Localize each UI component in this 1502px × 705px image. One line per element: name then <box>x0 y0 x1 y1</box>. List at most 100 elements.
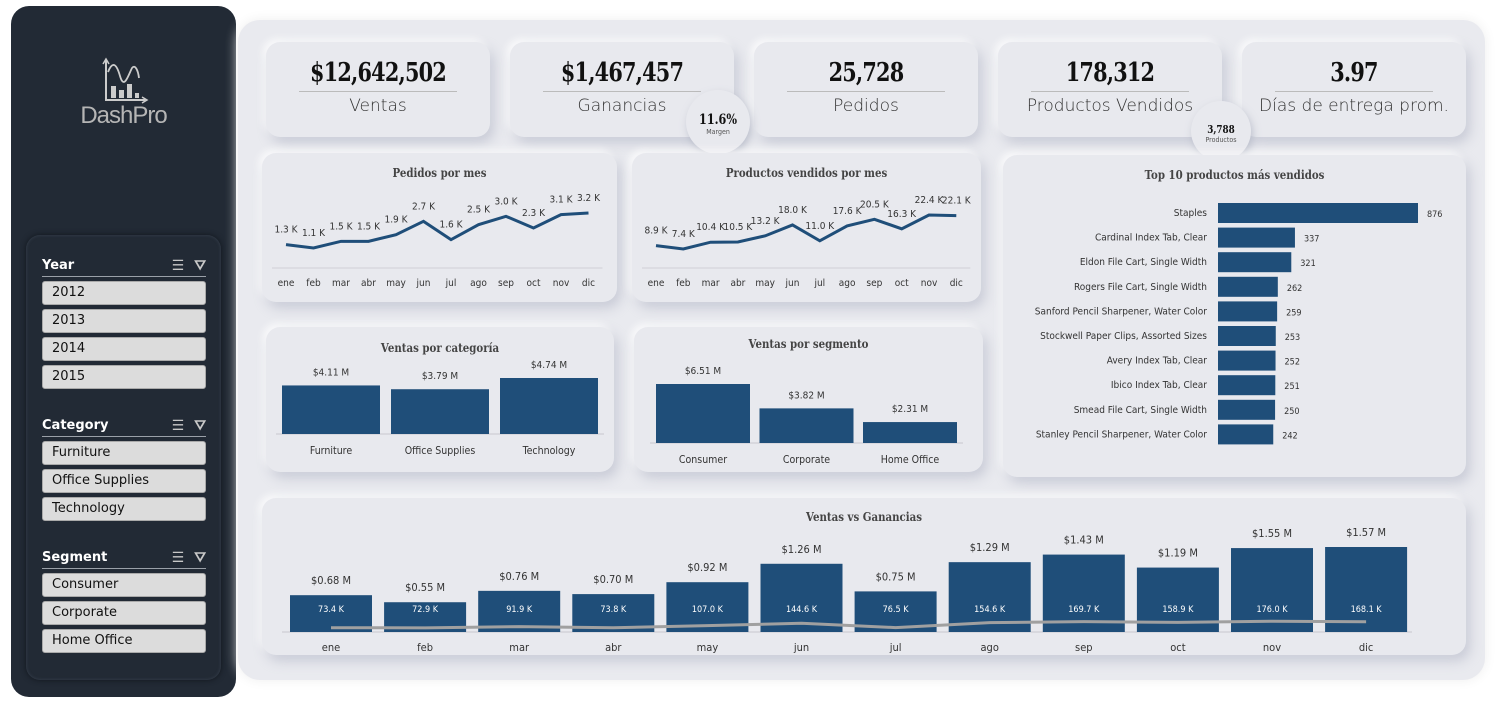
multi-select-icon[interactable]: ☰ <box>171 417 185 434</box>
data-label: $3.82 M <box>788 390 824 401</box>
kpi-divider <box>299 91 457 92</box>
x-tick-label: ago <box>470 278 487 289</box>
x-tick-label: ago <box>839 278 856 289</box>
kpi-card: 178,312 Productos Vendidos <box>998 42 1222 137</box>
data-label: 22.1 K <box>942 196 972 207</box>
chart-title: Ventas por segmento <box>748 337 869 351</box>
profit-line <box>330 619 1367 630</box>
sales-label: $1.43 M <box>1064 534 1104 547</box>
sales-label: $1.19 M <box>1158 547 1198 560</box>
slicer-item[interactable]: 2013 <box>42 309 206 333</box>
series-line <box>655 213 957 251</box>
kpi-label: Días de entrega prom. <box>1259 96 1449 116</box>
bar <box>1218 301 1278 322</box>
x-tick-label: oct <box>895 278 909 289</box>
clear-filter-icon[interactable]: ⛛ <box>194 417 206 434</box>
slicer-item[interactable]: 2014 <box>42 337 206 361</box>
slicer-item[interactable]: Consumer <box>42 573 206 597</box>
x-tick-label: Technology <box>522 445 576 457</box>
chart-logo-icon <box>101 57 148 104</box>
kpi-card: $12,642,502 Ventas <box>266 42 490 137</box>
kpi-value: 178,312 <box>1065 58 1155 88</box>
category-label: Staples <box>1174 208 1208 219</box>
profit-label: 168.1 K <box>1351 605 1383 615</box>
x-tick-label: ene <box>278 278 295 289</box>
bar <box>1218 252 1292 273</box>
sales-bar <box>1231 548 1313 632</box>
data-label: 3.2 K <box>577 193 601 204</box>
slicer-item[interactable]: Home Office <box>42 629 206 653</box>
x-tick-label: mar <box>702 278 720 289</box>
margin-label: Margen <box>706 128 730 136</box>
data-label: 876 <box>1427 210 1442 220</box>
x-tick-label: oct <box>1170 641 1185 654</box>
category-label: Eldon File Cart, Single Width <box>1080 257 1207 268</box>
x-tick-label: jul <box>445 278 457 289</box>
logo: DashPro <box>11 56 236 130</box>
profit-label: 169.7 K <box>1068 605 1100 615</box>
kpi-card: 3.97 Días de entrega prom. <box>1242 42 1466 137</box>
data-label: $6.51 M <box>685 366 721 377</box>
x-tick-label: may <box>386 278 406 289</box>
data-label: 3.1 K <box>549 195 573 206</box>
slicer-item[interactable]: Furniture <box>42 441 206 465</box>
chart-title: Ventas vs Ganancias <box>806 510 922 524</box>
kpi-value: 3.97 <box>1330 58 1378 88</box>
kpi-divider <box>787 91 945 92</box>
multi-select-icon[interactable]: ☰ <box>171 257 185 274</box>
bar <box>656 384 750 443</box>
bar <box>1218 227 1295 248</box>
bar <box>1218 203 1418 223</box>
multi-select-icon[interactable]: ☰ <box>171 549 185 566</box>
data-label: 16.3 K <box>887 209 917 220</box>
x-tick-label: abr <box>605 641 622 654</box>
slicer-item[interactable]: 2012 <box>42 281 206 305</box>
kpi-value: 25,728 <box>828 58 905 88</box>
slicer-category: Category ☰ ⛛ Furniture Office Supplies Techno… <box>42 415 206 521</box>
clear-filter-icon[interactable]: ⛛ <box>194 549 206 566</box>
clear-filter-icon[interactable]: ⛛ <box>194 257 206 274</box>
slicer-title: Year <box>42 258 75 273</box>
kpi-divider <box>1275 91 1433 92</box>
bar <box>282 385 380 434</box>
chart-title: Productos vendidos por mes <box>725 166 888 180</box>
data-label: 2.7 K <box>412 201 436 212</box>
x-tick-label: Corporate <box>783 454 830 466</box>
products-badge: 3,788 Productos <box>1191 101 1251 161</box>
chart-title: Top 10 productos más vendidos <box>1144 168 1325 182</box>
x-tick-label: may <box>755 278 775 289</box>
x-tick-label: oct <box>527 278 541 289</box>
data-label: 1.9 K <box>384 215 408 226</box>
sales-label: $0.76 M <box>499 570 539 583</box>
data-label: 259 <box>1286 308 1301 318</box>
data-label: 321 <box>1300 259 1315 269</box>
x-tick-label: ago <box>980 641 998 654</box>
data-label: 252 <box>1285 358 1300 368</box>
sales-vs-profit-chart: Ventas vs Ganancias $0.68 M 73.4 K ene $0.55… <box>262 498 1466 655</box>
x-tick-label: Office Supplies <box>405 445 476 457</box>
orders-by-month-chart: Pedidos por mes 1.3 K ene 1.1 K feb 1.5 K mar 1… <box>262 153 617 302</box>
x-tick-label: Consumer <box>679 454 727 466</box>
data-label: 1.3 K <box>274 225 298 236</box>
x-tick-label: nov <box>1263 641 1281 654</box>
sales-label: $1.26 M <box>781 543 821 556</box>
slicer-title: Category <box>42 418 109 433</box>
data-label: 251 <box>1284 382 1299 392</box>
category-label: Avery Index Tab, Clear <box>1107 356 1208 367</box>
bar <box>1218 326 1276 346</box>
category-label: Rogers File Cart, Single Width <box>1074 282 1207 293</box>
sales-label: $0.68 M <box>311 574 351 587</box>
slicer-item[interactable]: Corporate <box>42 601 206 625</box>
data-label: $3.79 M <box>422 371 458 382</box>
data-label: $2.31 M <box>892 404 928 415</box>
data-label: 337 <box>1304 235 1319 245</box>
slicer-item[interactable]: Technology <box>42 497 206 521</box>
x-tick-label: jul <box>813 278 825 289</box>
slicer-item[interactable]: Office Supplies <box>42 469 206 493</box>
sales-label: $0.75 M <box>876 570 916 583</box>
slicer-item[interactable]: 2015 <box>42 365 206 389</box>
series-line <box>285 211 589 250</box>
bar <box>1218 276 1278 297</box>
data-label: 262 <box>1287 284 1302 294</box>
data-label: 1.6 K <box>439 220 463 231</box>
